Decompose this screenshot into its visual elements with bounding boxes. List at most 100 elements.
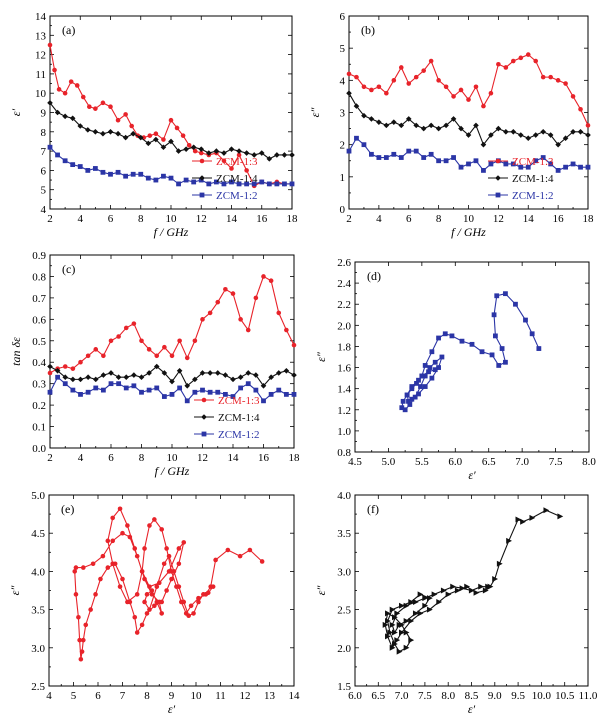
data-point (115, 374, 122, 381)
data-point (495, 175, 501, 181)
data-point (108, 171, 113, 177)
data-point (570, 94, 576, 99)
data-point (186, 143, 192, 148)
data-point (93, 106, 98, 111)
data-point (55, 152, 60, 158)
x-tick-label: 9.0 (488, 690, 502, 702)
data-point (361, 84, 367, 90)
plot-frame (354, 261, 590, 453)
data-point (70, 366, 76, 371)
y-tick-label: 3 (340, 108, 346, 120)
data-point (192, 338, 198, 344)
data-point (402, 407, 408, 413)
x-tick-label: 4.5 (348, 456, 362, 468)
data-point (236, 181, 242, 187)
data-point (540, 129, 546, 135)
data-point (422, 602, 429, 609)
data-point (354, 135, 359, 141)
data-point (120, 530, 125, 536)
data-point (382, 621, 389, 628)
x-tick-label: 6 (95, 690, 101, 702)
legend-entry: ZCM-1:2 (194, 429, 260, 441)
data-point (168, 117, 174, 123)
x-axis-label: f / GHz (154, 225, 189, 239)
data-point (115, 169, 121, 175)
data-point (139, 569, 145, 574)
data-point (392, 640, 398, 647)
data-point (122, 134, 129, 141)
data-point (385, 610, 391, 617)
data-point (403, 644, 410, 651)
data-point (392, 614, 398, 621)
data-point (147, 607, 152, 612)
y-tick-label: 7 (41, 146, 47, 158)
data-point (488, 161, 494, 167)
data-point (79, 649, 85, 654)
data-point (459, 338, 465, 344)
data-point (129, 123, 134, 129)
data-point (428, 122, 434, 129)
data-point (548, 161, 554, 167)
data-point (458, 125, 464, 132)
data-point (510, 161, 516, 167)
data-point (491, 312, 497, 318)
y-tick-label: 1.6 (337, 363, 351, 375)
data-point (100, 372, 107, 378)
data-point (289, 152, 295, 158)
data-point (176, 561, 182, 567)
data-point (169, 378, 175, 385)
data-point (192, 376, 198, 383)
series-ZCM-1:2 (47, 374, 297, 404)
data-point (221, 150, 227, 156)
y-tick-label: 1.8 (337, 341, 351, 353)
data-point (181, 540, 187, 545)
data-point (436, 335, 441, 341)
data-point (291, 372, 297, 378)
data-point (116, 334, 121, 339)
data-point (499, 346, 505, 351)
data-point (237, 553, 243, 559)
x-tick-label: 7.0 (515, 456, 529, 468)
data-point (473, 84, 479, 90)
legend-entry: ZCM-1:4 (192, 173, 258, 185)
data-point (578, 106, 583, 112)
y-tick-label: 2.0 (337, 320, 351, 332)
data-point (177, 385, 183, 391)
y-axis-label: ε″ (308, 107, 322, 118)
x-tick-label: 7.5 (418, 690, 432, 702)
data-point (205, 590, 211, 596)
data-point (443, 84, 449, 90)
data-point (387, 629, 394, 636)
series-f (382, 507, 564, 655)
data-point (510, 129, 517, 135)
data-point (225, 547, 231, 553)
x-tick-label: 6.0 (348, 690, 362, 702)
data-point (108, 338, 114, 344)
data-point (146, 370, 152, 376)
data-point (223, 287, 228, 292)
data-point (408, 637, 415, 644)
y-tick-label: 12 (35, 50, 46, 62)
data-point (70, 387, 76, 393)
data-point (161, 394, 167, 399)
x-tick-label: 10.0 (532, 690, 552, 702)
data-point (406, 398, 411, 404)
data-point (137, 134, 144, 141)
data-point (495, 192, 501, 198)
data-point (190, 144, 197, 151)
data-point (131, 321, 137, 326)
data-point (449, 333, 455, 339)
data-point (199, 175, 205, 181)
data-point (186, 613, 191, 619)
x-tick-label: 11 (215, 690, 226, 702)
data-point (199, 192, 205, 198)
data-point (503, 129, 509, 135)
data-point (54, 109, 61, 116)
data-point (85, 127, 91, 133)
data-point (230, 394, 236, 399)
x-tick-label: 12 (493, 213, 504, 225)
x-tick-label: 10 (191, 690, 203, 702)
data-point (98, 576, 103, 582)
data-point (436, 598, 443, 605)
data-point (503, 161, 509, 167)
